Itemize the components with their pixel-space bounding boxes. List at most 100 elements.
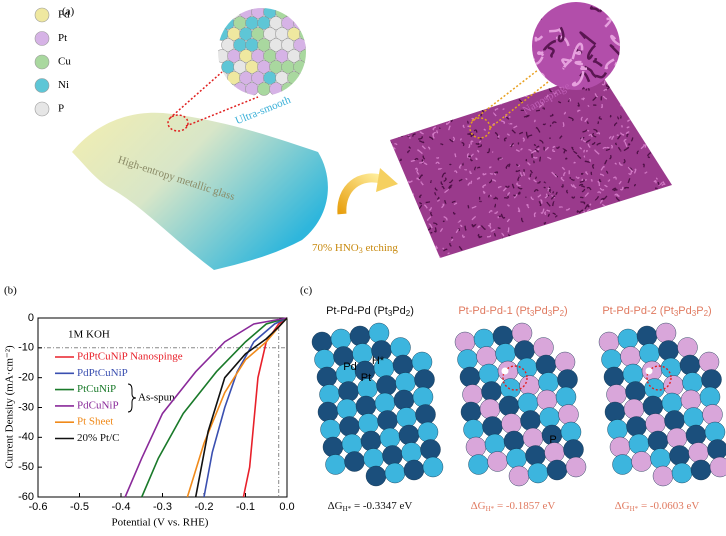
pore [524,94,528,97]
pore [442,95,447,100]
pore [644,257,647,258]
pore [466,153,469,158]
atom [325,454,346,475]
pore [530,169,533,174]
pore [581,185,586,188]
atom [628,433,650,455]
atom [468,454,489,475]
pore [527,76,531,81]
pore [418,135,423,140]
pore [605,148,611,151]
pore [461,109,466,112]
pore [544,211,547,216]
pore [505,73,509,77]
pore [473,92,476,95]
pore [475,142,480,145]
pore [608,248,613,252]
pore [560,176,565,182]
pore [624,141,628,148]
pore [605,243,609,248]
pore [494,211,499,214]
atom [460,401,482,423]
pore [577,237,579,242]
pore [430,231,433,234]
atom [645,413,666,434]
atom [322,436,344,458]
energy-text: = -0.0603 eV [638,500,699,512]
pore [390,203,395,206]
pore [634,211,639,215]
atom [519,375,540,396]
pore [602,211,607,215]
pore [393,186,399,192]
pore [470,133,475,138]
pore [580,137,585,140]
pore [518,131,523,135]
pore [545,94,549,99]
pore [667,78,670,81]
pore [390,118,392,123]
pore [597,191,602,194]
pore [640,226,645,230]
pore [578,183,584,187]
pore [468,155,471,158]
pore [661,115,665,121]
pore [461,141,465,147]
pore [482,184,487,189]
atom [522,427,544,449]
atom [374,392,396,414]
atom [539,407,560,428]
pore [592,164,595,169]
pore [603,252,607,255]
pore [580,65,588,71]
pore [477,225,481,229]
pore [624,219,630,222]
etching-arrow [337,173,386,215]
pore [419,131,424,135]
atom [398,424,420,446]
pore [631,210,637,214]
pore [532,156,538,159]
pore [603,229,608,232]
pore [602,195,608,200]
pore [644,253,647,257]
pore [392,95,395,98]
pore [391,203,396,208]
series-line [186,317,288,498]
pore [488,194,491,198]
atom [473,328,495,350]
pore [667,139,672,142]
title-text: ) [410,305,414,317]
pore [522,235,526,238]
atom [293,82,306,96]
y-tick-label: -10 [18,342,34,354]
pore [596,142,601,146]
pore [581,188,586,193]
atom [677,337,698,358]
pore [637,207,642,212]
pore [535,82,539,86]
pore [435,103,438,107]
pore [527,76,530,81]
pore [414,167,419,171]
pore [444,189,449,194]
x-tick-label: -0.6 [29,501,48,513]
atom [365,465,387,487]
pore [552,212,557,216]
pore [605,84,610,88]
pore [501,232,505,237]
pore [630,137,634,142]
pore [419,84,424,90]
pore [532,254,536,258]
pore [604,17,612,28]
pore [574,60,583,66]
pore [457,86,462,91]
pore [385,94,387,98]
active-site [502,365,528,391]
pore [403,233,407,239]
atom [393,389,415,411]
pore [488,210,493,214]
pore [649,206,653,210]
pore [492,179,497,182]
pore [629,257,635,258]
